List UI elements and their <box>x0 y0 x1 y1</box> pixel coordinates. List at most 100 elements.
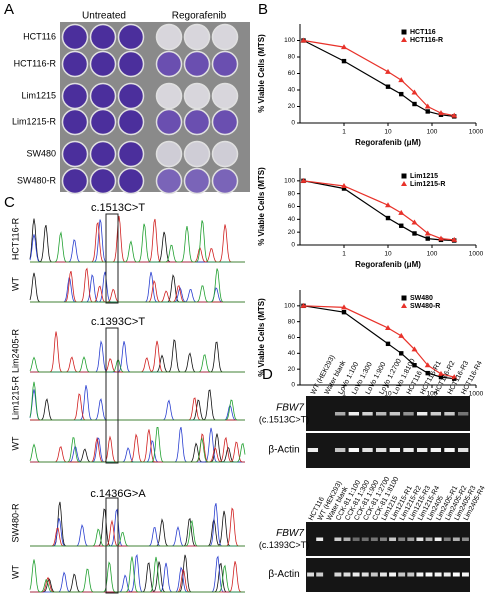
data-point <box>451 374 458 380</box>
gene-label: FBW7 <box>276 528 304 539</box>
well <box>117 140 145 168</box>
well <box>89 50 117 78</box>
legend-marker <box>401 181 407 186</box>
y-axis-label: % Viable Cells (MTS) <box>257 34 266 113</box>
y-tick-label: 20 <box>288 103 296 110</box>
legend-marker <box>401 295 407 301</box>
row-label: HCT116 <box>23 31 56 41</box>
band <box>407 572 415 577</box>
band <box>452 572 460 577</box>
band <box>461 572 469 577</box>
data-point <box>412 231 417 236</box>
data-point <box>398 332 405 338</box>
band <box>361 537 369 541</box>
gel <box>306 433 470 468</box>
well <box>183 140 211 168</box>
chromatogram-trace <box>29 354 245 373</box>
y-axis-label: % Viable Cells (MTS) <box>257 167 266 246</box>
data-point <box>341 304 347 310</box>
x-tick-label: 1 <box>342 251 346 258</box>
mutation-box <box>105 213 119 304</box>
gel <box>306 396 470 431</box>
data-point <box>424 362 431 368</box>
well <box>61 82 89 110</box>
data-point <box>341 182 347 188</box>
x-tick-label: 100 <box>427 129 438 136</box>
row-label: Lim1215 <box>21 90 56 100</box>
band <box>316 572 324 577</box>
well <box>211 50 239 78</box>
data-point <box>451 112 458 118</box>
band <box>370 572 378 577</box>
legend-marker <box>401 173 407 179</box>
mutation-box <box>105 327 119 464</box>
data-point <box>341 309 347 315</box>
well <box>89 82 117 110</box>
control-label: β-Actin <box>268 569 299 580</box>
chromatogram-trace <box>29 272 245 303</box>
band <box>403 448 414 452</box>
well <box>89 23 117 51</box>
y-tick-label: 80 <box>288 190 296 197</box>
y-tick-label: 80 <box>288 54 296 61</box>
band <box>444 448 455 452</box>
data-point <box>385 68 391 74</box>
data-point <box>385 84 391 89</box>
well <box>183 108 211 136</box>
chromatogram-trace <box>30 220 245 263</box>
well <box>211 140 239 168</box>
gel <box>306 558 470 592</box>
band <box>457 412 469 416</box>
band <box>389 412 401 416</box>
well <box>89 140 117 168</box>
data-point <box>300 37 307 43</box>
gene-label: FBW7 <box>276 403 304 414</box>
y-tick-label: 80 <box>288 318 296 325</box>
x-tick-label: 100 <box>427 251 438 258</box>
well <box>117 108 145 136</box>
band <box>334 448 346 452</box>
well <box>155 140 183 168</box>
y-tick-label: 60 <box>288 334 296 341</box>
x-tick-label: 10 <box>384 251 392 258</box>
y-tick-label: 40 <box>288 87 296 94</box>
band <box>398 572 406 577</box>
well <box>183 82 211 110</box>
legend-marker <box>401 29 407 35</box>
band <box>443 572 451 577</box>
x-tick-label: 1 <box>342 391 346 398</box>
data-point <box>341 44 347 50</box>
row-label: SW480 <box>26 148 56 158</box>
well <box>183 167 211 195</box>
panel-label: B <box>258 1 268 18</box>
band <box>425 572 433 577</box>
x-tick-label: 10 <box>384 129 392 136</box>
well <box>117 82 145 110</box>
y-tick-label: 20 <box>288 366 296 373</box>
legend-label: SW480-R <box>410 303 440 310</box>
legend-label: HCT116 <box>410 29 436 36</box>
data-point <box>412 101 417 107</box>
chromatogram-trace <box>30 429 245 463</box>
legend-marker <box>401 37 407 42</box>
y-tick-label: 40 <box>288 350 296 357</box>
mutation-label: (c.1513C>T) <box>259 414 309 424</box>
chromatogram-trace <box>30 561 245 593</box>
well <box>183 50 211 78</box>
well <box>61 50 89 78</box>
mutation-label: c.1436G>A <box>90 488 146 500</box>
control-label: β-Actin <box>268 445 299 456</box>
band <box>352 537 360 541</box>
band <box>362 412 373 416</box>
y-tick-label: 100 <box>284 37 295 44</box>
y-tick-label: 60 <box>288 70 296 77</box>
series-line <box>303 305 455 378</box>
panel-label: D <box>262 366 273 383</box>
data-point <box>451 236 458 242</box>
row-label: Lim1215-R <box>12 116 57 126</box>
well <box>61 167 89 195</box>
band <box>434 537 442 541</box>
band <box>434 572 442 577</box>
panel-label: C <box>4 194 15 211</box>
data-point <box>437 370 444 376</box>
